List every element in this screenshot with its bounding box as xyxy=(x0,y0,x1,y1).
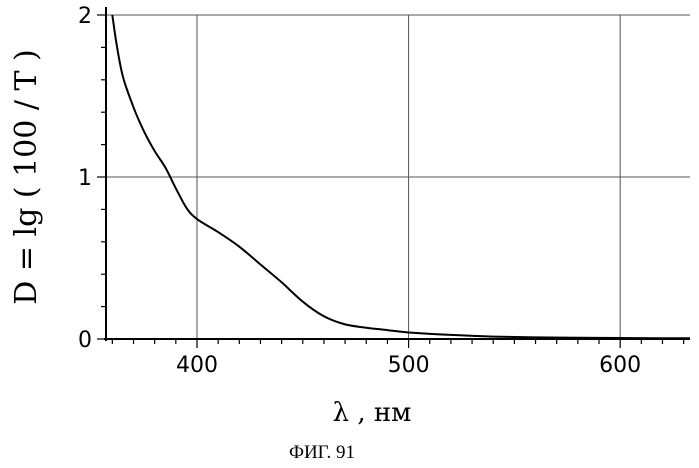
y-tick-label: 1 xyxy=(78,166,92,191)
x-tick-label: 600 xyxy=(599,353,641,378)
y-axis-label: D = lg ( 100 / T ) xyxy=(9,49,44,305)
x-tick-label: 500 xyxy=(388,353,430,378)
grid xyxy=(106,15,690,339)
x-axis-label: λ , нм xyxy=(333,398,412,428)
y-tick-label: 2 xyxy=(78,4,92,29)
tick-labels: 400 500 600 0 1 2 xyxy=(78,4,641,378)
figure-caption: ФИГ. 91 xyxy=(289,442,355,463)
y-tick-label: 0 xyxy=(78,328,92,353)
x-tick-label: 400 xyxy=(176,353,218,378)
